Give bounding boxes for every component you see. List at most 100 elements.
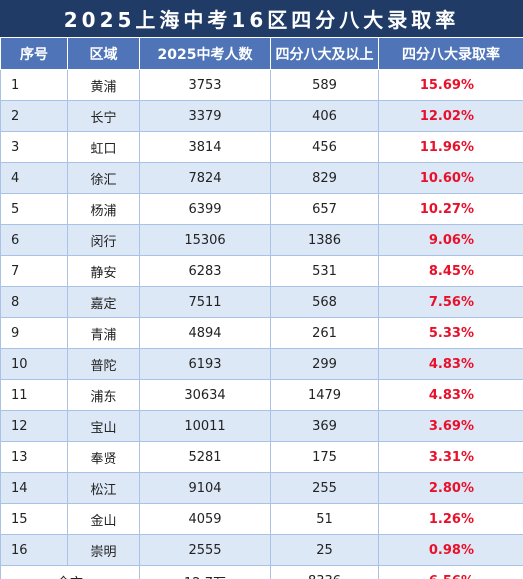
cell-admitted: 1386: [270, 224, 379, 256]
cell-students: 6399: [139, 193, 271, 225]
cell-rate: 11.96%: [378, 131, 523, 163]
cell-district: 普陀: [67, 348, 140, 380]
cell-admitted: 456: [270, 131, 379, 163]
table-title: 2025上海中考16区四分八大录取率: [0, 0, 523, 37]
table-footer: 全市 12.7万 8336 6.56%: [0, 565, 523, 579]
table-row: 9 青浦 4894 261 5.33%: [0, 317, 523, 349]
cell-no: 16: [0, 534, 68, 566]
table-row: 2 长宁 3379 406 12.02%: [0, 100, 523, 132]
cell-district: 杨浦: [67, 193, 140, 225]
cell-district: 徐汇: [67, 162, 140, 194]
cell-rate: 3.31%: [378, 441, 523, 473]
cell-admitted: 255: [270, 472, 379, 504]
cell-students: 3379: [139, 100, 271, 132]
cell-students: 7511: [139, 286, 271, 318]
cell-no: 6: [0, 224, 68, 256]
cell-students: 6283: [139, 255, 271, 287]
header-admitted: 四分八大及以上: [270, 37, 379, 70]
cell-students: 3814: [139, 131, 271, 163]
header-district: 区域: [67, 37, 140, 70]
cell-rate: 10.60%: [378, 162, 523, 194]
header-row: 序号 区域 2025中考人数 四分八大及以上 四分八大录取率: [0, 37, 523, 70]
cell-district: 浦东: [67, 379, 140, 411]
cell-students: 3753: [139, 69, 271, 101]
cell-district: 宝山: [67, 410, 140, 442]
cell-district: 崇明: [67, 534, 140, 566]
cell-rate: 8.45%: [378, 255, 523, 287]
cell-no: 7: [0, 255, 68, 287]
table-row: 4 徐汇 7824 829 10.60%: [0, 162, 523, 194]
table-row: 3 虹口 3814 456 11.96%: [0, 131, 523, 163]
cell-no: 11: [0, 379, 68, 411]
cell-students: 6193: [139, 348, 271, 380]
table-row: 15 金山 4059 51 1.26%: [0, 503, 523, 535]
cell-rate: 5.33%: [378, 317, 523, 349]
table-header: 序号 区域 2025中考人数 四分八大及以上 四分八大录取率: [0, 37, 523, 70]
cell-no: 15: [0, 503, 68, 535]
cell-district: 奉贤: [67, 441, 140, 473]
cell-admitted: 261: [270, 317, 379, 349]
cell-admitted: 1479: [270, 379, 379, 411]
cell-admitted: 406: [270, 100, 379, 132]
cell-rate: 4.83%: [378, 379, 523, 411]
cell-district: 黄浦: [67, 69, 140, 101]
total-admitted: 8336: [270, 565, 379, 579]
table-body: 1 黄浦 3753 589 15.69% 2 长宁 3379 406 12.02% 3 虹口 3814 4…: [0, 69, 523, 566]
cell-no: 8: [0, 286, 68, 318]
cell-rate: 7.56%: [378, 286, 523, 318]
cell-admitted: 531: [270, 255, 379, 287]
table-row: 13 奉贤 5281 175 3.31%: [0, 441, 523, 473]
cell-admitted: 589: [270, 69, 379, 101]
table-row: 16 崇明 2555 25 0.98%: [0, 534, 523, 566]
cell-district: 虹口: [67, 131, 140, 163]
total-students: 12.7万: [139, 565, 271, 579]
cell-district: 闵行: [67, 224, 140, 256]
table-row: 11 浦东 30634 1479 4.83%: [0, 379, 523, 411]
cell-no: 13: [0, 441, 68, 473]
header-rate: 四分八大录取率: [378, 37, 523, 70]
cell-district: 长宁: [67, 100, 140, 132]
cell-students: 10011: [139, 410, 271, 442]
cell-students: 4059: [139, 503, 271, 535]
cell-no: 9: [0, 317, 68, 349]
cell-rate: 15.69%: [378, 69, 523, 101]
cell-rate: 10.27%: [378, 193, 523, 225]
total-label: 全市: [0, 565, 140, 579]
cell-admitted: 657: [270, 193, 379, 225]
cell-rate: 1.26%: [378, 503, 523, 535]
cell-district: 青浦: [67, 317, 140, 349]
table-row: 1 黄浦 3753 589 15.69%: [0, 69, 523, 101]
cell-rate: 0.98%: [378, 534, 523, 566]
table-row: 6 闵行 15306 1386 9.06%: [0, 224, 523, 256]
cell-admitted: 175: [270, 441, 379, 473]
header-students: 2025中考人数: [139, 37, 271, 70]
cell-no: 4: [0, 162, 68, 194]
table-row: 10 普陀 6193 299 4.83%: [0, 348, 523, 380]
cell-no: 1: [0, 69, 68, 101]
cell-district: 金山: [67, 503, 140, 535]
table-row: 14 松江 9104 255 2.80%: [0, 472, 523, 504]
table-row: 5 杨浦 6399 657 10.27%: [0, 193, 523, 225]
cell-district: 松江: [67, 472, 140, 504]
cell-students: 7824: [139, 162, 271, 194]
admission-rate-table: 序号 区域 2025中考人数 四分八大及以上 四分八大录取率 1 黄浦 3753 58…: [0, 37, 523, 579]
cell-admitted: 568: [270, 286, 379, 318]
cell-no: 10: [0, 348, 68, 380]
cell-no: 14: [0, 472, 68, 504]
cell-rate: 12.02%: [378, 100, 523, 132]
cell-rate: 2.80%: [378, 472, 523, 504]
cell-admitted: 829: [270, 162, 379, 194]
cell-district: 嘉定: [67, 286, 140, 318]
cell-no: 5: [0, 193, 68, 225]
cell-admitted: 25: [270, 534, 379, 566]
cell-students: 9104: [139, 472, 271, 504]
header-no: 序号: [0, 37, 68, 70]
cell-students: 4894: [139, 317, 271, 349]
table-row: 7 静安 6283 531 8.45%: [0, 255, 523, 287]
total-rate: 6.56%: [378, 565, 523, 579]
cell-admitted: 369: [270, 410, 379, 442]
cell-rate: 4.83%: [378, 348, 523, 380]
cell-no: 3: [0, 131, 68, 163]
table-row: 8 嘉定 7511 568 7.56%: [0, 286, 523, 318]
